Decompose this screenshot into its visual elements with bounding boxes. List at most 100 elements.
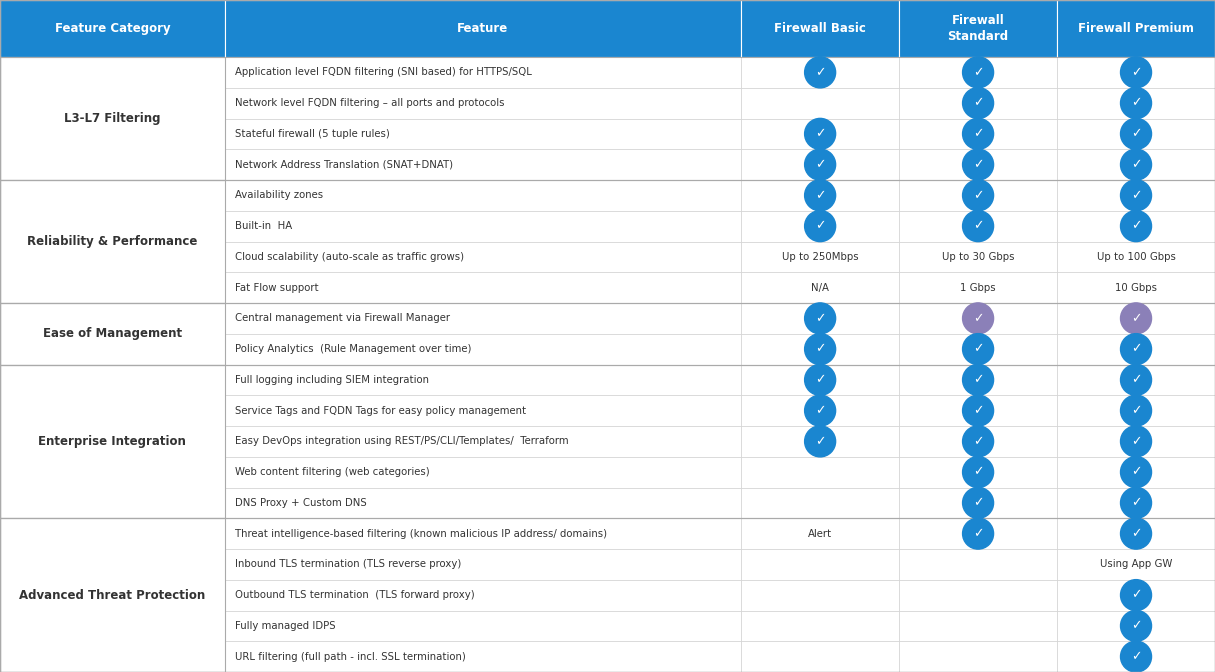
Circle shape — [962, 180, 994, 211]
Bar — [741, 211, 899, 241]
Bar — [1057, 549, 1215, 580]
Bar — [741, 118, 899, 149]
Text: ✓: ✓ — [973, 128, 983, 140]
Circle shape — [1120, 487, 1152, 518]
Circle shape — [1120, 641, 1152, 672]
Bar — [1057, 303, 1215, 334]
Text: Easy DevOps integration using REST/PS/CLI/Templates/  Terraform: Easy DevOps integration using REST/PS/CL… — [234, 436, 569, 446]
Circle shape — [804, 118, 836, 149]
Bar — [0, 57, 225, 88]
Bar — [0, 211, 225, 241]
Bar — [741, 641, 899, 672]
Bar — [899, 180, 1057, 211]
Bar — [899, 641, 1057, 672]
Bar — [225, 241, 741, 272]
Bar — [899, 334, 1057, 364]
Text: Web content filtering (web categories): Web content filtering (web categories) — [234, 467, 430, 477]
Bar — [741, 334, 899, 364]
Text: 1 Gbps: 1 Gbps — [960, 283, 996, 292]
Text: ✓: ✓ — [1131, 374, 1141, 386]
Text: Up to 100 Gbps: Up to 100 Gbps — [1097, 252, 1175, 262]
Text: ✓: ✓ — [1131, 527, 1141, 540]
Bar — [0, 180, 1215, 303]
Text: Fat Flow support: Fat Flow support — [234, 283, 318, 292]
Circle shape — [1120, 364, 1152, 395]
Circle shape — [1120, 210, 1152, 242]
Bar — [1057, 57, 1215, 88]
Bar — [225, 211, 741, 241]
Text: ✓: ✓ — [815, 189, 825, 202]
Circle shape — [962, 364, 994, 395]
Text: ✓: ✓ — [1131, 435, 1141, 448]
Text: L3-L7 Filtering: L3-L7 Filtering — [64, 112, 160, 125]
Text: ✓: ✓ — [973, 466, 983, 478]
Circle shape — [962, 303, 994, 334]
Circle shape — [804, 57, 836, 88]
Bar — [0, 641, 225, 672]
Bar — [899, 303, 1057, 334]
Circle shape — [1120, 457, 1152, 488]
Bar — [741, 426, 899, 457]
Text: Up to 250Mbps: Up to 250Mbps — [781, 252, 859, 262]
Bar — [741, 57, 899, 88]
Bar — [0, 580, 225, 610]
Bar — [0, 303, 225, 334]
Text: Alert: Alert — [808, 529, 832, 539]
Text: Enterprise Integration: Enterprise Integration — [39, 435, 186, 448]
Bar — [0, 272, 225, 303]
Bar — [1057, 487, 1215, 518]
Text: ✓: ✓ — [1131, 312, 1141, 325]
Bar — [225, 549, 741, 580]
Text: Network Address Translation (SNAT+DNAT): Network Address Translation (SNAT+DNAT) — [234, 160, 453, 169]
Text: ✓: ✓ — [1131, 66, 1141, 79]
Bar — [899, 88, 1057, 118]
Bar — [225, 88, 741, 118]
Circle shape — [1120, 610, 1152, 641]
Bar — [899, 395, 1057, 426]
Bar — [1057, 364, 1215, 395]
Bar — [225, 334, 741, 364]
Bar — [899, 580, 1057, 610]
Bar — [0, 487, 225, 518]
Text: Advanced Threat Protection: Advanced Threat Protection — [19, 589, 205, 601]
Text: Fully managed IDPS: Fully managed IDPS — [234, 621, 335, 631]
Text: Feature Category: Feature Category — [55, 22, 170, 35]
Bar — [741, 149, 899, 180]
Text: ✓: ✓ — [1131, 158, 1141, 171]
Circle shape — [1120, 57, 1152, 88]
Text: Network level FQDN filtering – all ports and protocols: Network level FQDN filtering – all ports… — [234, 98, 504, 108]
Bar — [899, 57, 1057, 88]
Text: Firewall Basic: Firewall Basic — [774, 22, 866, 35]
Bar — [0, 180, 225, 303]
Text: ✓: ✓ — [973, 189, 983, 202]
Bar — [741, 549, 899, 580]
Bar — [0, 426, 225, 457]
Bar — [0, 180, 225, 211]
Text: ✓: ✓ — [1131, 404, 1141, 417]
Bar — [0, 549, 225, 580]
Bar — [899, 272, 1057, 303]
Bar — [1057, 641, 1215, 672]
Bar — [225, 0, 741, 57]
Bar — [1057, 518, 1215, 549]
Bar — [741, 364, 899, 395]
Bar — [899, 364, 1057, 395]
Text: ✓: ✓ — [1131, 497, 1141, 509]
Circle shape — [1120, 303, 1152, 334]
Bar — [1057, 395, 1215, 426]
Bar — [225, 364, 741, 395]
Bar — [899, 0, 1057, 57]
Bar — [1057, 457, 1215, 487]
Bar — [225, 580, 741, 610]
Circle shape — [962, 333, 994, 365]
Text: ✓: ✓ — [973, 158, 983, 171]
Bar — [0, 395, 225, 426]
Text: Reliability & Performance: Reliability & Performance — [27, 235, 198, 248]
Text: ✓: ✓ — [1131, 128, 1141, 140]
Text: Feature: Feature — [457, 22, 509, 35]
Circle shape — [962, 149, 994, 180]
Text: Ease of Management: Ease of Management — [43, 327, 182, 340]
Circle shape — [962, 518, 994, 549]
Text: ✓: ✓ — [973, 343, 983, 355]
Bar — [741, 610, 899, 641]
